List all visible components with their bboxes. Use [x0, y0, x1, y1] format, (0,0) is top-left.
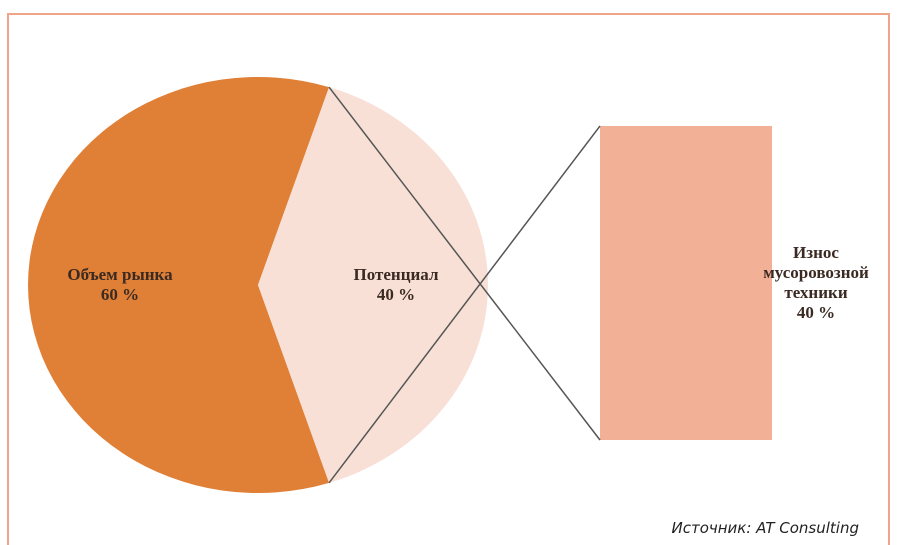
pie-slice [28, 76, 330, 493]
bar-label: Износ мусоровозной техники 40 % [751, 243, 881, 323]
bar-segment [600, 126, 772, 440]
slice-label: Потенциал 40 % [354, 265, 439, 305]
connector [328, 86, 601, 441]
slice-label-line: Объем рынка [67, 265, 173, 284]
slice-label-line: 40 % [376, 285, 416, 304]
source: Источник: AT Consulting [671, 519, 859, 537]
bar-label-line: Износ мусоровозной техники [763, 243, 869, 302]
pie-slice [258, 87, 489, 483]
frame [7, 13, 890, 545]
slice-label-line: Потенциал [353, 265, 439, 284]
connector [328, 125, 601, 484]
slice-label: Объем рынка 60 % [67, 265, 172, 305]
slice-label-line: 60 % [100, 285, 140, 304]
bar-label-line: 40 % [796, 303, 836, 322]
